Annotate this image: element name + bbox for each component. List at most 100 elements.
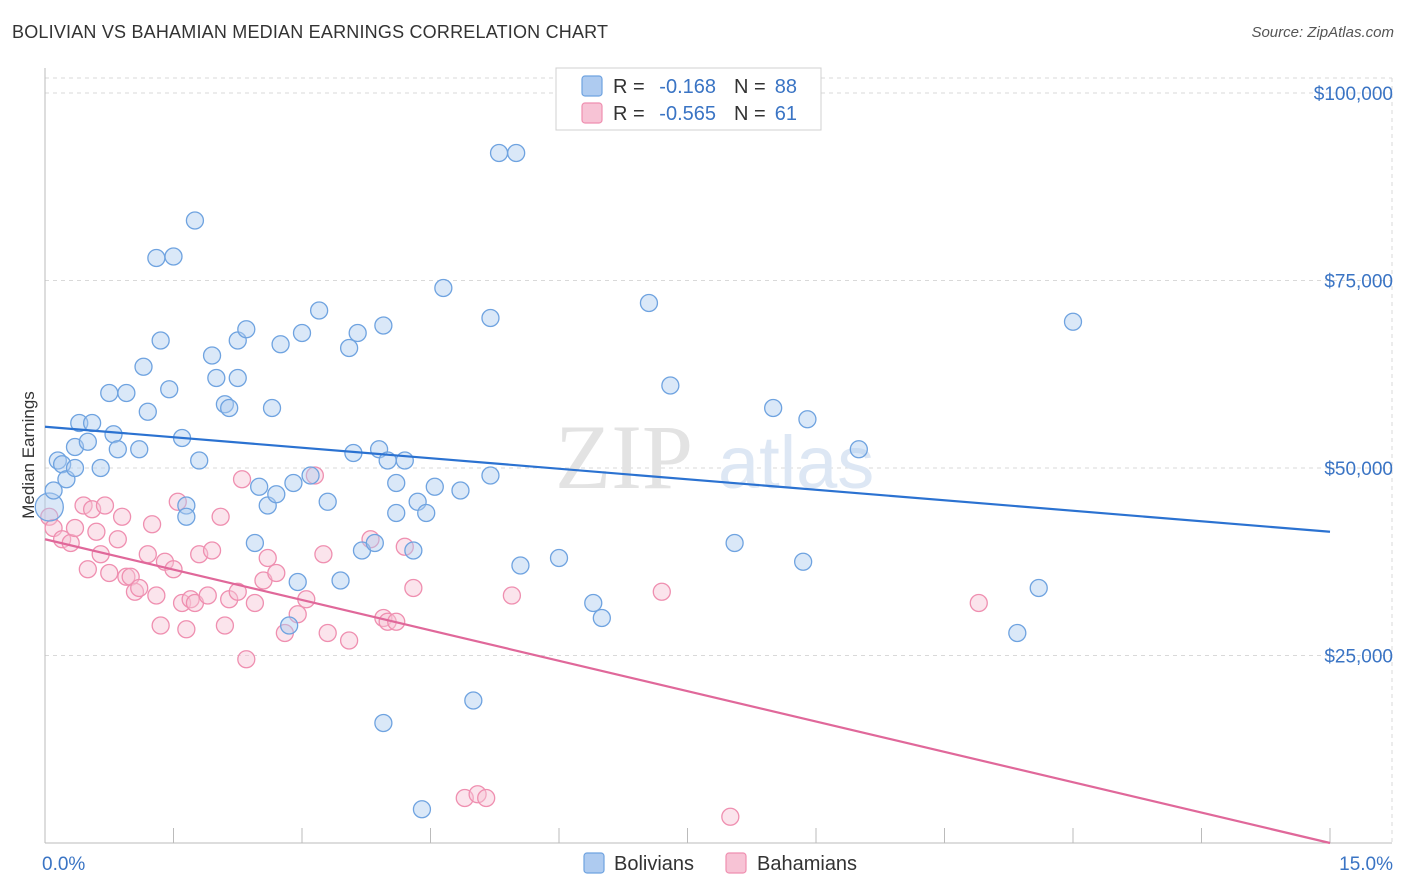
bahamians-point bbox=[177, 620, 196, 639]
bolivians-point bbox=[592, 608, 611, 628]
bolivians-point bbox=[507, 143, 526, 163]
bolivians-point bbox=[764, 398, 783, 418]
bolivians-point bbox=[292, 323, 312, 343]
bolivians-point bbox=[425, 477, 444, 496]
bolivians-point bbox=[271, 335, 290, 354]
bolivians-point bbox=[164, 247, 183, 266]
bahamians-point bbox=[78, 560, 97, 579]
bahamians-point bbox=[245, 593, 265, 613]
bahamians-point bbox=[237, 650, 256, 669]
bolivians-point bbox=[279, 616, 299, 635]
bolivians-point bbox=[117, 383, 136, 403]
bolivians-point bbox=[100, 383, 119, 403]
bolivians-point bbox=[481, 308, 500, 328]
bahamians-point bbox=[267, 563, 286, 583]
bolivians-point bbox=[220, 398, 239, 418]
bahamians-point bbox=[258, 548, 277, 568]
bolivians-point bbox=[134, 357, 153, 376]
bolivians-point bbox=[138, 402, 157, 421]
x-tick-labels: 0.0% 15.0% bbox=[42, 854, 1393, 875]
bahamians-point bbox=[215, 616, 235, 635]
bolivians-point bbox=[481, 466, 500, 485]
bolivians-point bbox=[348, 323, 367, 343]
bahamians-point bbox=[65, 518, 85, 538]
bolivians-point bbox=[151, 331, 170, 350]
bahamians-point bbox=[211, 507, 230, 526]
legend-n-label: N = bbox=[734, 76, 766, 98]
bolivians-point bbox=[288, 572, 307, 592]
bolivians-point bbox=[549, 548, 569, 568]
bolivians-point bbox=[318, 492, 337, 511]
bolivians-points bbox=[34, 143, 1083, 819]
y-axis-label: Median Earnings bbox=[19, 391, 38, 519]
watermark-right: atlas bbox=[718, 421, 874, 504]
y-tick-label: $100,000 bbox=[1314, 84, 1393, 105]
bahamians-point bbox=[228, 582, 247, 601]
bahamians-point bbox=[232, 470, 252, 489]
bahamians-point bbox=[147, 586, 166, 605]
bahamians-point bbox=[318, 623, 337, 643]
bahamians-point bbox=[151, 616, 170, 635]
bolivians-point bbox=[250, 477, 269, 496]
series-legend: Bolivians Bahamians bbox=[583, 852, 857, 875]
bolivians-point bbox=[267, 485, 286, 504]
bahamians-point bbox=[142, 515, 162, 534]
bolivians-point bbox=[1063, 312, 1083, 331]
bahamians-point bbox=[305, 466, 325, 485]
bolivians-point bbox=[434, 278, 453, 298]
bolivians-point bbox=[245, 533, 265, 553]
bahamians-point bbox=[112, 507, 132, 526]
bolivians-point bbox=[237, 320, 256, 339]
bolivians-point bbox=[108, 440, 127, 459]
x-tick-label: 0.0% bbox=[42, 854, 85, 875]
bolivians-point bbox=[417, 503, 436, 523]
bolivians-point bbox=[661, 376, 680, 395]
bahamians-point bbox=[198, 586, 217, 605]
bolivians-point bbox=[489, 143, 509, 163]
bolivians-point bbox=[464, 691, 483, 710]
bolivians-point bbox=[794, 552, 813, 571]
bolivians-point bbox=[339, 338, 359, 358]
bolivians-point bbox=[395, 451, 414, 470]
bolivians-point bbox=[78, 432, 97, 451]
y-tick-label: $50,000 bbox=[1324, 459, 1393, 480]
bolivians-point bbox=[451, 481, 470, 500]
legend-r-label: R = bbox=[613, 76, 645, 98]
bolivians-point bbox=[65, 458, 85, 478]
bolivians-point bbox=[404, 541, 423, 560]
bolivians-point bbox=[1008, 623, 1027, 643]
legend-n-label: N = bbox=[734, 103, 766, 125]
y-tick-label: $75,000 bbox=[1324, 272, 1393, 293]
bolivians-point bbox=[177, 507, 196, 526]
bolivians-point bbox=[262, 398, 282, 418]
bolivians-point bbox=[798, 410, 817, 429]
bahamians-point bbox=[130, 578, 149, 598]
bahamians-points bbox=[40, 466, 988, 826]
watermark: ZIP atlas bbox=[555, 406, 874, 508]
bahamians-point bbox=[502, 586, 522, 605]
legend-swatch-bolivians bbox=[581, 75, 603, 97]
bolivians-point bbox=[202, 346, 222, 365]
bolivians-point bbox=[584, 593, 603, 613]
legend-r-value: -0.168 bbox=[659, 76, 716, 98]
bolivians-point bbox=[374, 316, 393, 335]
bolivians-point bbox=[284, 473, 303, 493]
bolivians-point bbox=[374, 713, 393, 733]
bahamians-point bbox=[95, 496, 115, 515]
bolivians-point bbox=[91, 458, 110, 478]
bolivians-point bbox=[34, 492, 64, 522]
y-tick-label: $25,000 bbox=[1324, 647, 1393, 668]
bahamians-point bbox=[969, 593, 988, 613]
bolivians-point bbox=[309, 301, 329, 320]
bolivians-point bbox=[511, 556, 530, 575]
bahamians-point bbox=[652, 582, 671, 601]
bolivians-point bbox=[387, 473, 406, 493]
bolivians-point bbox=[365, 533, 384, 553]
chart-title: BOLIVIAN VS BAHAMIAN MEDIAN EARNINGS COR… bbox=[12, 22, 609, 42]
bahamians-point bbox=[339, 631, 359, 650]
bolivians-point bbox=[82, 413, 102, 433]
trend-lines bbox=[44, 425, 1331, 845]
bolivians-point bbox=[160, 380, 179, 399]
y-tick-labels: $25,000 $50,000 $75,000 $100,000 bbox=[1314, 84, 1393, 668]
